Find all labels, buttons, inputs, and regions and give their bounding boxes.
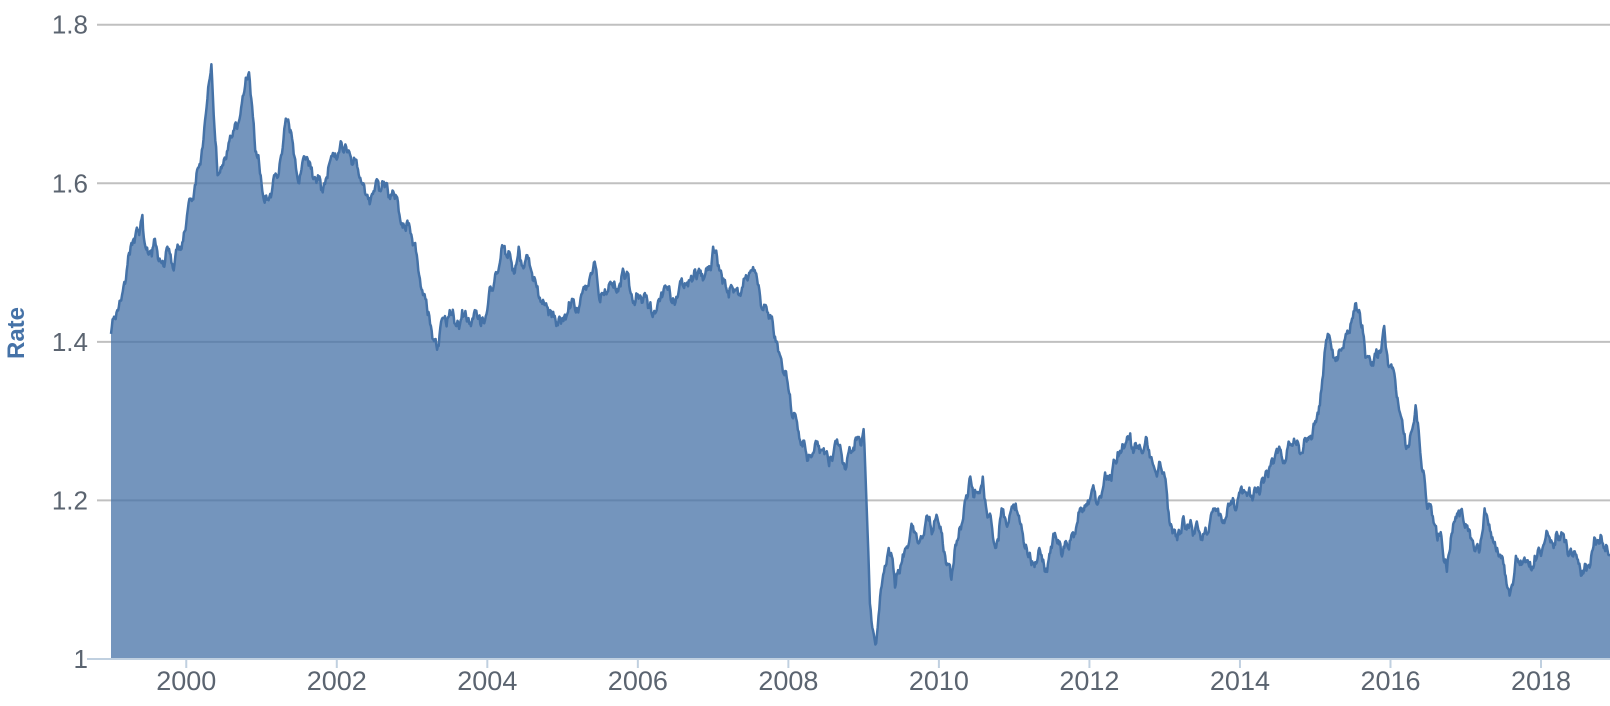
x-tick-label: 2002 xyxy=(307,666,367,696)
x-tick-label: 2016 xyxy=(1360,666,1420,696)
y-axis-title: Rate xyxy=(3,307,30,359)
x-tick-label: 2018 xyxy=(1511,666,1571,696)
x-tick-label: 2014 xyxy=(1210,666,1270,696)
y-tick-label: 1.8 xyxy=(52,10,88,40)
y-tick-label: 1 xyxy=(74,644,88,674)
x-tick-label: 2010 xyxy=(909,666,969,696)
x-tick-label: 2000 xyxy=(156,666,216,696)
x-tick-label: 2006 xyxy=(608,666,668,696)
x-tick-label: 2004 xyxy=(457,666,517,696)
y-tick-label: 1.6 xyxy=(52,168,88,198)
series-line xyxy=(109,63,1610,646)
x-tick-label: 2012 xyxy=(1059,666,1119,696)
y-tick-label: 1.4 xyxy=(52,327,88,357)
y-tick-label: 1.2 xyxy=(52,485,88,515)
x-tick-label: 2008 xyxy=(758,666,818,696)
